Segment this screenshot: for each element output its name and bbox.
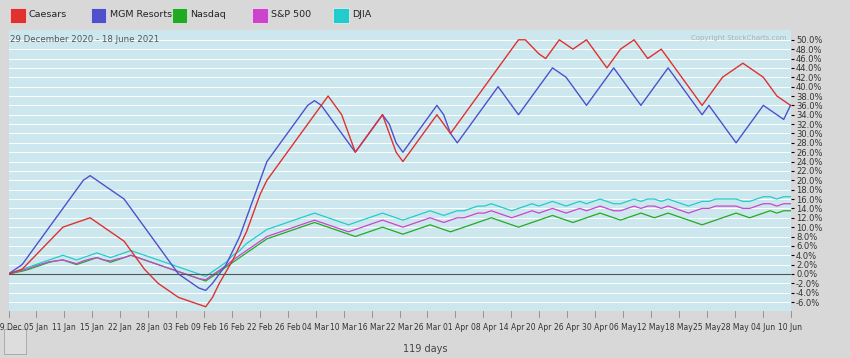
Text: MGM Resorts: MGM Resorts xyxy=(110,10,172,19)
Text: Caesars: Caesars xyxy=(29,10,67,19)
Text: 01 Apr: 01 Apr xyxy=(443,323,468,332)
Text: 03 Feb: 03 Feb xyxy=(163,323,189,332)
Text: 16 Mar: 16 Mar xyxy=(358,323,385,332)
Bar xyxy=(333,8,348,23)
Text: 04 Jun: 04 Jun xyxy=(751,323,774,332)
Text: 04 Mar: 04 Mar xyxy=(303,323,329,332)
Text: 119 days: 119 days xyxy=(403,344,447,354)
Bar xyxy=(252,8,268,23)
Text: DJIA: DJIA xyxy=(352,10,371,19)
Text: 29 December 2020 - 18 June 2021: 29 December 2020 - 18 June 2021 xyxy=(10,35,159,44)
Text: 26 Feb: 26 Feb xyxy=(275,323,301,332)
Text: 09 Feb: 09 Feb xyxy=(191,323,217,332)
Bar xyxy=(172,8,187,23)
Text: 11 Jan: 11 Jan xyxy=(53,323,76,332)
Text: 20 Apr: 20 Apr xyxy=(526,323,552,332)
Text: 30 Apr: 30 Apr xyxy=(582,323,608,332)
Text: 25 May: 25 May xyxy=(693,323,721,332)
Bar xyxy=(10,8,26,23)
Text: 10 Jun: 10 Jun xyxy=(779,323,802,332)
Text: 08 Apr: 08 Apr xyxy=(471,323,496,332)
Text: 28 May: 28 May xyxy=(721,323,749,332)
Text: 06 May: 06 May xyxy=(609,323,637,332)
Text: 26 Apr: 26 Apr xyxy=(554,323,580,332)
Bar xyxy=(4,329,26,354)
Text: 26 Mar: 26 Mar xyxy=(414,323,441,332)
Text: 16 Feb: 16 Feb xyxy=(219,323,245,332)
Text: 14 Apr: 14 Apr xyxy=(499,323,524,332)
Text: 29 Dec: 29 Dec xyxy=(0,323,22,332)
Text: 05 Jan: 05 Jan xyxy=(25,323,48,332)
Text: Copyright StockCharts.com: Copyright StockCharts.com xyxy=(691,35,786,41)
Text: S&P 500: S&P 500 xyxy=(271,10,311,19)
Text: 15 Jan: 15 Jan xyxy=(81,323,105,332)
Text: 18 May: 18 May xyxy=(665,323,693,332)
Text: 28 Jan: 28 Jan xyxy=(136,323,160,332)
Text: 22 Feb: 22 Feb xyxy=(247,323,273,332)
Text: 22 Mar: 22 Mar xyxy=(386,323,413,332)
Bar xyxy=(91,8,106,23)
Text: Nasdaq: Nasdaq xyxy=(190,10,226,19)
Text: 10 Mar: 10 Mar xyxy=(331,323,357,332)
Text: 12 May: 12 May xyxy=(637,323,665,332)
Text: 22 Jan: 22 Jan xyxy=(108,323,132,332)
